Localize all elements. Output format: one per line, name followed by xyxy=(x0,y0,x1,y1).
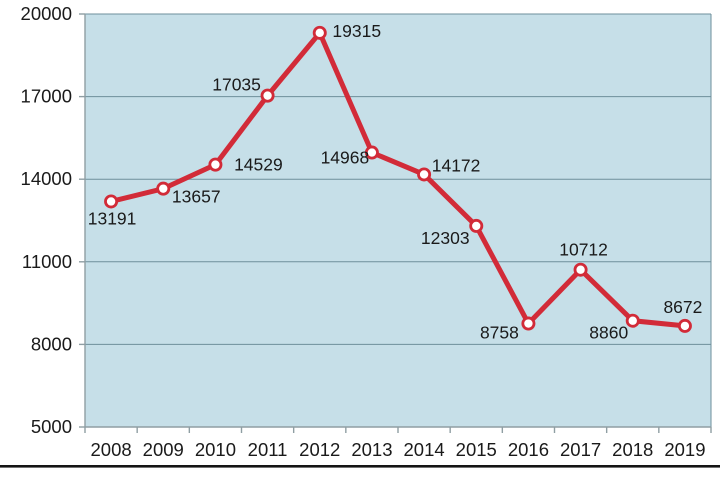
x-axis-tick-label: 2014 xyxy=(404,439,445,460)
data-point-marker xyxy=(312,25,327,40)
x-axis-tick-label: 2010 xyxy=(195,439,236,460)
x-axis-tick-label: 2012 xyxy=(299,439,340,460)
data-point-label: 14529 xyxy=(234,155,283,175)
data-point-marker xyxy=(677,318,692,333)
x-axis-tick-label: 2016 xyxy=(508,439,549,460)
x-axis-tick-label: 2015 xyxy=(456,439,497,460)
x-axis-tick-label: 2013 xyxy=(351,439,392,460)
data-point-label: 8672 xyxy=(663,297,702,317)
data-point-label: 10712 xyxy=(559,240,608,260)
data-point-marker xyxy=(364,145,379,160)
y-axis-tick-label: 17000 xyxy=(21,86,72,107)
data-point-marker xyxy=(625,313,640,328)
data-point-label: 17035 xyxy=(212,75,261,95)
x-axis-tick-label: 2017 xyxy=(560,439,601,460)
data-point-marker xyxy=(104,194,119,209)
data-point-label: 8758 xyxy=(480,323,519,343)
data-point-marker xyxy=(260,88,275,103)
data-point-label: 13191 xyxy=(88,208,137,228)
x-axis-tick-label: 2018 xyxy=(612,439,653,460)
plot-area xyxy=(85,14,711,427)
x-axis-tick-label: 2009 xyxy=(143,439,184,460)
x-axis-tick-label: 2008 xyxy=(91,439,132,460)
data-point-marker xyxy=(573,262,588,277)
data-point-label: 12303 xyxy=(421,228,470,248)
series-line xyxy=(108,30,688,329)
y-axis-tick-label: 20000 xyxy=(21,3,72,24)
y-axis-tick-label: 14000 xyxy=(21,168,72,189)
data-point-marker xyxy=(208,157,223,172)
data-point-label: 13657 xyxy=(172,187,221,207)
data-point-label: 19315 xyxy=(332,21,381,41)
y-axis-tick-label: 5000 xyxy=(31,416,72,437)
data-point-marker xyxy=(469,218,484,233)
data-point-marker xyxy=(417,167,432,182)
y-axis-tick-label: 8000 xyxy=(31,333,72,354)
data-point-label: 14172 xyxy=(432,155,481,175)
y-axis-tick-label: 11000 xyxy=(22,251,72,272)
x-axis-tick-label: 2011 xyxy=(248,439,288,460)
bottom-rule xyxy=(0,465,720,468)
x-axis-tick-label: 2019 xyxy=(664,439,705,460)
data-point-marker xyxy=(521,316,536,331)
data-point-label: 14968 xyxy=(321,148,370,168)
data-point-label: 8860 xyxy=(589,323,628,343)
data-point-marker xyxy=(156,181,171,196)
